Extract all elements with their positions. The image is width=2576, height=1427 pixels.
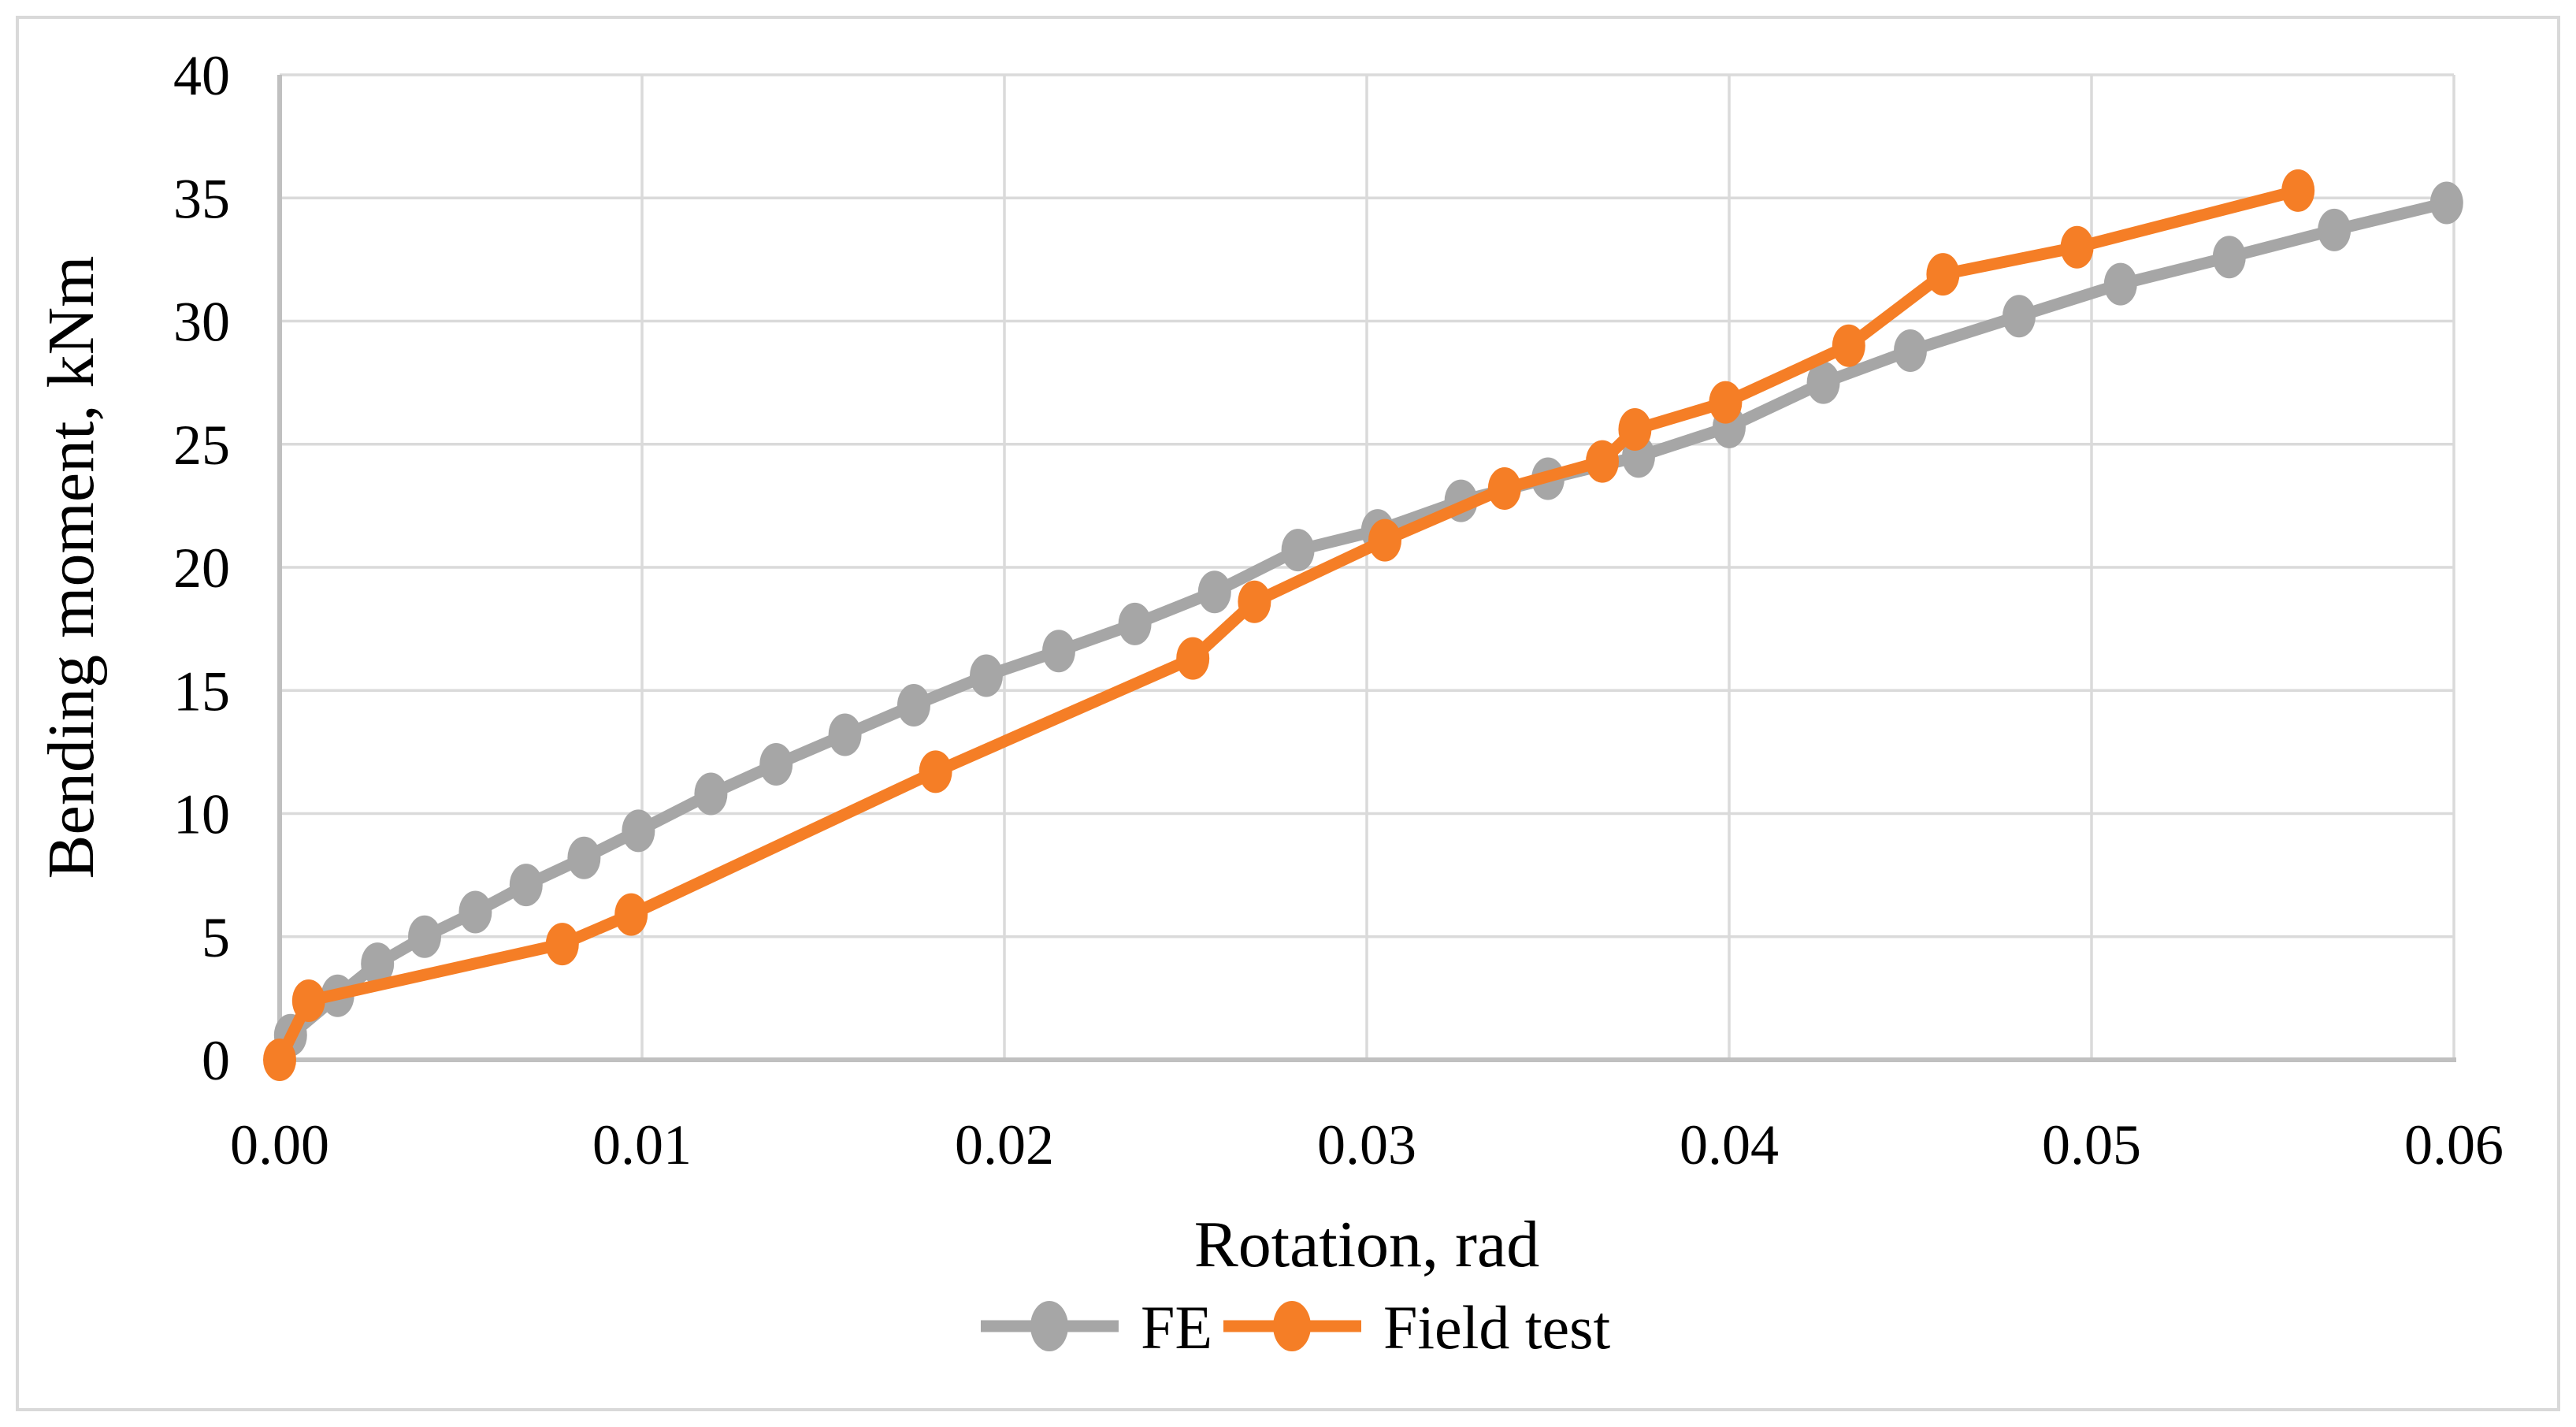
- y-tick-label: 0: [202, 1029, 230, 1092]
- x-axis-title: Rotation, rad: [1194, 1208, 1540, 1281]
- data-point-field-test: [1176, 637, 1210, 680]
- x-tick-label: 0.00: [230, 1113, 329, 1176]
- data-point-field-test: [1586, 440, 1619, 483]
- y-tick-label: 20: [173, 537, 230, 600]
- data-point-fe: [2003, 295, 2036, 338]
- series-line-field-test: [273, 184, 2304, 1066]
- y-tick-label: 15: [173, 660, 230, 723]
- y-tick-label: 30: [173, 291, 230, 354]
- data-point-field-test: [545, 923, 579, 966]
- y-tick-label: 35: [173, 167, 230, 230]
- x-tick-label: 0.06: [2404, 1113, 2504, 1176]
- data-point-fe: [759, 743, 793, 786]
- data-point-fe: [408, 915, 441, 958]
- data-point-fe: [567, 836, 601, 879]
- legend-item-fe: FE: [981, 1293, 1212, 1362]
- data-point-fe: [1806, 361, 1840, 404]
- x-tick-label: 0.03: [1317, 1113, 1416, 1176]
- y-tick-label: 10: [173, 783, 230, 846]
- data-point-fe: [2212, 236, 2246, 279]
- data-point-fe: [1118, 602, 1152, 645]
- x-tick-label: 0.04: [1680, 1113, 1779, 1176]
- data-point-fe: [509, 864, 543, 907]
- y-tick-label: 40: [173, 44, 230, 107]
- y-tick-label: 5: [202, 906, 230, 969]
- data-point-fe: [622, 809, 655, 853]
- data-point-field-test: [263, 1039, 296, 1081]
- legend-marker-field-test: [1273, 1301, 1311, 1351]
- data-point-fe: [828, 713, 862, 756]
- legend-marker-fe: [1030, 1301, 1068, 1351]
- legend: FE Field test: [981, 1293, 1610, 1362]
- data-point-fe: [694, 772, 728, 816]
- series-line-fe: [284, 197, 2453, 1042]
- x-tick-label: 0.01: [592, 1113, 692, 1176]
- data-point-field-test: [919, 750, 952, 793]
- gridlines: [280, 73, 2455, 1060]
- data-point-field-test: [1709, 381, 1743, 424]
- data-point-fe: [1197, 570, 1231, 614]
- data-point-field-test: [614, 893, 648, 936]
- data-point-fe: [361, 942, 395, 986]
- data-point-field-test: [291, 979, 325, 1022]
- data-point-fe: [970, 654, 1003, 697]
- data-point-fe: [458, 890, 492, 934]
- data-point-fe: [1042, 630, 1075, 673]
- data-point-fe: [2103, 262, 2137, 306]
- data-point-field-test: [2060, 225, 2094, 269]
- y-axis-title: Bending moment, kNm: [35, 256, 108, 879]
- data-point-fe: [1894, 329, 1927, 372]
- legend-label-field-test: Field test: [1383, 1293, 1610, 1362]
- data-point-fe: [1281, 529, 1315, 572]
- data-series: [263, 169, 2463, 1081]
- data-point-fe: [2429, 181, 2463, 225]
- data-point-field-test: [2281, 169, 2315, 212]
- data-point-field-test: [1926, 253, 1960, 296]
- data-point-fe: [897, 684, 930, 727]
- data-point-field-test: [1832, 324, 1865, 367]
- y-tick-label: 25: [173, 414, 230, 477]
- legend-item-field-test: Field test: [1223, 1293, 1610, 1362]
- figure-border: [16, 16, 2560, 1411]
- data-point-field-test: [1618, 408, 1652, 451]
- data-point-fe: [2318, 208, 2351, 251]
- x-tick-label: 0.05: [2042, 1113, 2141, 1176]
- axis-tick-labels: 0 5 10 15 20 25 30 35 40 0.00 0.01 0.02 0.03 0.04 0.05…: [173, 44, 2504, 1176]
- data-point-field-test: [1487, 467, 1521, 510]
- data-point-field-test: [1368, 518, 1401, 562]
- data-point-field-test: [1238, 580, 1271, 623]
- legend-label-fe: FE: [1141, 1293, 1212, 1362]
- x-tick-label: 0.02: [955, 1113, 1054, 1176]
